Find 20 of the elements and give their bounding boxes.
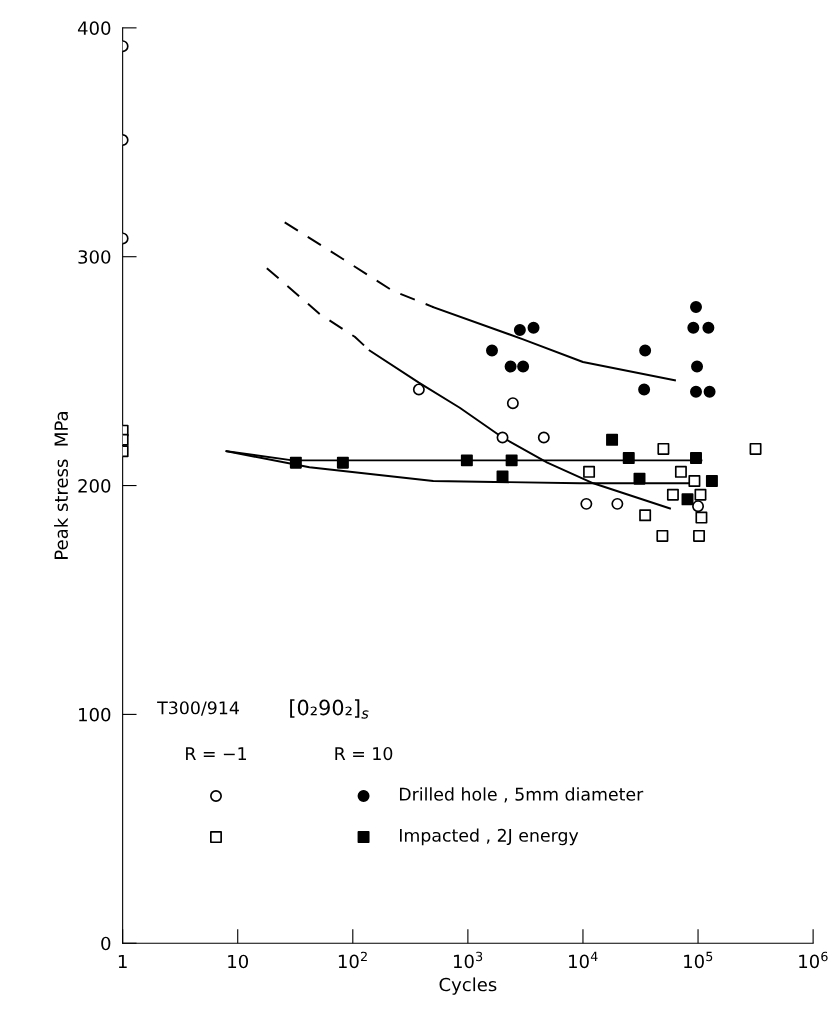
x-tick-label: 10 bbox=[228, 954, 249, 969]
y-tick-label: 400 bbox=[77, 21, 111, 35]
y-tick-label: 0 bbox=[101, 936, 111, 951]
annotation: R = 10 bbox=[335, 747, 393, 761]
x-tick-label: 1 bbox=[118, 954, 127, 969]
x-tick-label: 10$^{3}$ bbox=[453, 951, 483, 969]
x-tick-label: 10$^{5}$ bbox=[684, 951, 713, 969]
legend-label: Impacted , 2J energy bbox=[399, 828, 579, 846]
y-tick-label: 100 bbox=[79, 707, 111, 722]
x-tick-label: 10$^{2}$ bbox=[338, 951, 367, 969]
y-axis-title: Peak stress MPa bbox=[54, 412, 69, 559]
x-tick-label: 10$^{6}$ bbox=[799, 951, 828, 969]
y-tick-label: 300 bbox=[78, 250, 111, 264]
x-tick-label: 10$^{4}$ bbox=[569, 951, 598, 969]
y-tick-label: 200 bbox=[78, 479, 111, 493]
annotation: R = −1 bbox=[186, 747, 247, 760]
legend-label: Drilled hole , 5mm diameter bbox=[399, 787, 644, 803]
annotation: [0₂90₂]$_{s}$ bbox=[290, 699, 369, 719]
annotation: T300/914 bbox=[157, 701, 239, 716]
x-axis-title: Cycles bbox=[439, 977, 497, 995]
